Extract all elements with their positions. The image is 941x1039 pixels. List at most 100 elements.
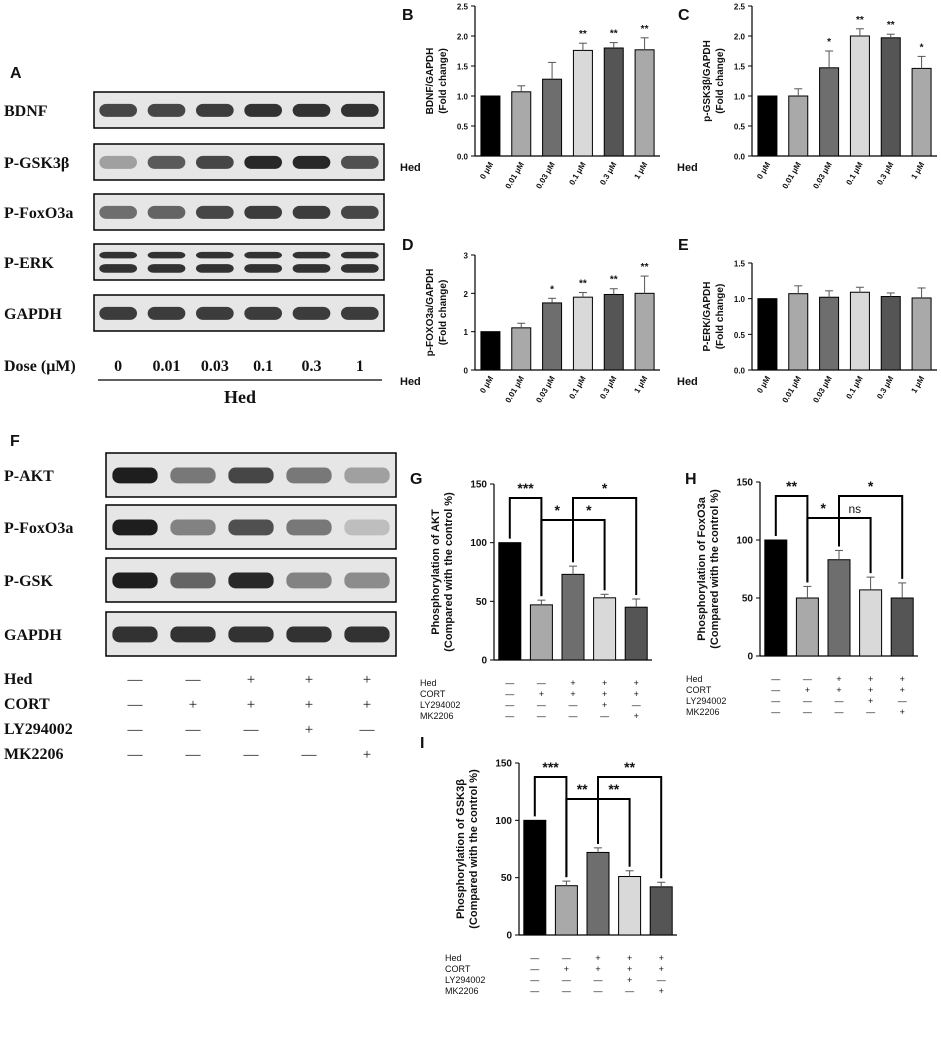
blot-f-band <box>286 572 332 589</box>
panel-label-e: E <box>678 237 689 254</box>
chart-h-treatment-mark: + <box>900 707 905 717</box>
blot-f-treatment-mark: — <box>127 747 144 763</box>
chart-g-treatment-mark: — <box>632 700 641 710</box>
blot-f-treatment-mark: — <box>127 697 144 713</box>
chart-i-y-tick-label: 150 <box>495 759 512 770</box>
chart-e-y-tick-label: 1.5 <box>734 260 746 269</box>
chart-b-bar <box>542 78 563 157</box>
blot-a-row: P-ERK <box>4 243 385 281</box>
blot-a-band <box>99 264 138 273</box>
blot-a-band <box>340 306 379 320</box>
chart-d-significance-mark: ** <box>610 275 618 286</box>
chart-i-treatment-mark: — <box>530 964 539 974</box>
blot-a-band <box>147 264 186 273</box>
chart-c-y-axis-label: (Fold change) <box>715 48 726 114</box>
blot-a-row-label: P-ERK <box>4 255 54 272</box>
chart-c-y-tick-label: 2.0 <box>734 33 746 42</box>
chart-c-significance-mark: * <box>920 42 924 53</box>
chart-i-y-tick-label: 100 <box>495 816 512 827</box>
chart-i-treatment-mark: + <box>595 953 600 963</box>
chart-c-x-tick-label: 0.03 μM <box>811 160 834 190</box>
blot-a-band <box>99 205 138 219</box>
chart-b-x-tick-label: 0.3 μM <box>598 160 618 186</box>
panel-label-b: B <box>402 7 414 24</box>
chart-g-treatment-mark: + <box>634 711 639 721</box>
chart-h-treatment-mark: — <box>771 685 780 695</box>
blot-a-band <box>340 103 379 117</box>
chart-h-treatment-mark: — <box>771 696 780 706</box>
chart-i-treatment-mark: + <box>659 953 664 963</box>
chart-i-bar <box>554 885 578 936</box>
chart-b-y-tick-label: 0.0 <box>457 153 469 162</box>
chart-g-treatment-mark: — <box>600 711 609 721</box>
blot-a-band <box>99 306 138 320</box>
chart-g-treatment-mark: — <box>505 678 514 688</box>
blot-f-band <box>286 519 332 536</box>
chart-d-bar <box>480 331 501 371</box>
chart-h-treatment-mark: + <box>836 685 841 695</box>
blot-f-band <box>170 572 216 589</box>
chart-g-treatment-mark: + <box>539 689 544 699</box>
chart-c-bar <box>880 37 901 157</box>
chart-g-bar <box>561 573 585 661</box>
chart-g-treatment-mark: + <box>570 678 575 688</box>
chart-g-y-tick-label: 50 <box>476 597 488 608</box>
chart-h-treatment-mark: — <box>803 707 812 717</box>
chart-i-y-tick-label: 0 <box>506 931 512 942</box>
chart-b-x-tick-label: 0.1 μM <box>567 160 587 186</box>
blot-f-band <box>112 572 158 589</box>
panel-label-h: H <box>685 471 697 488</box>
chart-c-significance-mark: ** <box>856 15 864 26</box>
chart-e-bar <box>880 296 901 371</box>
blot-f-band <box>344 572 390 589</box>
blot-f-treatment-mark: — <box>127 672 144 688</box>
chart-i-treatment-mark: + <box>627 975 632 985</box>
blot-f-treatment-mark: — <box>185 722 202 738</box>
chart-b-significance-mark: ** <box>610 29 618 40</box>
chart-i-treatment-mark: + <box>595 964 600 974</box>
chart-b-group-label: Hed <box>400 162 421 174</box>
blot-f-treatment-mark: — <box>359 722 376 738</box>
chart-i-treatment-label: MK2206 <box>445 986 479 996</box>
dose-value: 0.03 <box>201 358 229 375</box>
blot-a-band <box>147 205 186 219</box>
chart-d-bar <box>511 327 532 371</box>
blot-a-blot-frame <box>93 91 385 129</box>
blot-f-treatment-mark: + <box>189 697 197 713</box>
blot-f-treatment-mark: + <box>363 747 371 763</box>
blot-a-band <box>99 251 138 259</box>
chart-c: 0.0 0.5 1.0 1.5 2.0 2.5 p-GSK3β/GAPDH (Fold cha… <box>677 3 937 190</box>
chart-b: 0.0 0.5 1.0 1.5 2.0 2.5 BDNF/GAPDH (Fold change… <box>400 3 660 190</box>
chart-i-bar <box>586 851 610 936</box>
chart-h-treatment-mark: + <box>805 685 810 695</box>
chart-i-treatment-mark: + <box>627 953 632 963</box>
dose-value: 0 <box>114 358 122 375</box>
chart-i-treatment-mark: — <box>530 953 539 963</box>
chart-h-treatment-mark: — <box>835 707 844 717</box>
blot-f-band <box>112 626 158 643</box>
chart-i-treatment-mark: — <box>530 975 539 985</box>
blot-f-treatment-mark: — <box>185 672 202 688</box>
blot-f-treatment-label: Hed <box>4 671 33 688</box>
chart-c-x-tick-label: 1 μM <box>909 160 926 181</box>
chart-i-treatment-mark: + <box>627 964 632 974</box>
chart-d-x-tick-label: 0.1 μM <box>567 374 587 400</box>
blot-a-band <box>99 155 138 169</box>
chart-c-significance-mark: ** <box>887 20 895 31</box>
chart-h-comparison-bracket <box>838 495 904 579</box>
blot-a-band <box>147 251 186 259</box>
chart-h-treatment-mark: — <box>898 696 907 706</box>
blot-a-band <box>244 264 283 273</box>
chart-e-x-tick-label: 0 μM <box>755 374 772 395</box>
blot-f-row-label: P-FoxO3a <box>4 520 73 537</box>
chart-c-bar <box>849 35 870 157</box>
chart-h-y-axis-label: (Compared with the control %) <box>709 489 721 649</box>
chart-c-y-tick-label: 0.5 <box>734 123 746 132</box>
blot-a-band <box>147 103 186 117</box>
blot-a-row: P-FoxO3a <box>4 193 385 231</box>
chart-b-x-tick-label: 0.01 μM <box>504 160 527 190</box>
chart-e-y-axis-label: P-ERK/GAPDH <box>702 281 713 351</box>
panel-label-f: F <box>10 433 20 450</box>
chart-d-x-tick-label: 0.01 μM <box>504 374 527 404</box>
blot-f-treatment-mark: + <box>305 722 313 738</box>
